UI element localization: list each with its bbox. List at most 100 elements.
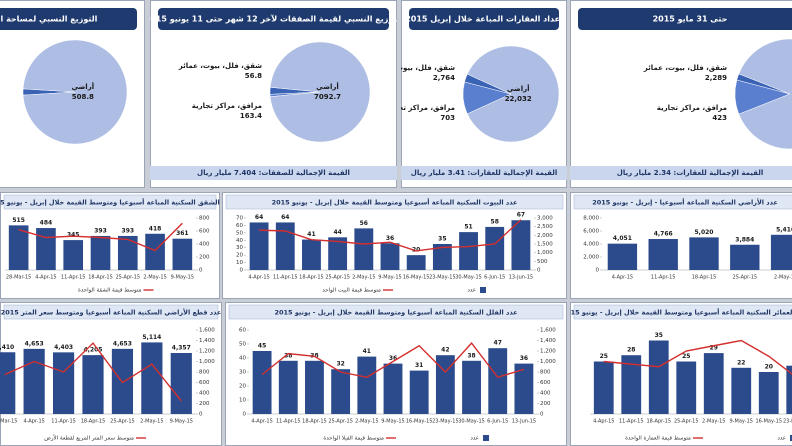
y-tick-label: 50: [239, 342, 246, 348]
y-tick-label: 60: [236, 223, 243, 229]
chart-title: عدد الفلل السكنية المباعة أسبوعيا ومتوسط…: [274, 308, 517, 317]
y-tick-label: 4,000: [583, 242, 599, 248]
x-tick-label: 18-Apr-15: [302, 419, 327, 425]
bar-label: 45: [258, 343, 266, 350]
bar: [82, 355, 104, 414]
bar: [23, 348, 45, 414]
y-tick-label: 50: [236, 230, 243, 236]
bar-label: 4,766: [654, 231, 673, 238]
y2-tick-label: 400: [199, 242, 210, 248]
bar-label: 41: [363, 348, 371, 355]
line: [261, 342, 525, 379]
legend-label: متوسط قيمة الفيلا الواحدة: [323, 436, 384, 442]
bar: [249, 222, 269, 270]
line: [603, 339, 792, 375]
x-tick-label: 9-May-15: [730, 419, 753, 425]
bar: [354, 228, 374, 270]
x-tick-label: 2-May-15: [774, 275, 792, 281]
x-tick-label: 18-Apr-15: [81, 419, 106, 425]
bar: [485, 226, 505, 270]
slice-label: أراضي: [71, 82, 94, 91]
x-tick-label: 18-Apr-15: [646, 419, 671, 425]
bar: [278, 360, 298, 414]
title-box: [573, 194, 792, 210]
bar: [52, 352, 75, 414]
slice-label: شقق، فلل، بيوت، عمائر: [178, 62, 262, 70]
y2-tick-label: 400: [199, 391, 210, 397]
y2-tick-label: 0: [199, 412, 203, 418]
bar-label: 361: [176, 230, 189, 237]
bar-label: 31: [415, 362, 423, 369]
bar-label: 36: [389, 355, 397, 362]
y2-tick-label: 800: [199, 370, 210, 376]
bar: [275, 222, 295, 270]
bar-label: 4,653: [25, 340, 44, 347]
bar: [406, 255, 426, 270]
legend-label: متوسط قيمة البيت الواحد: [322, 288, 381, 294]
y2-tick-label: 600: [540, 380, 551, 386]
chart-footer: القيمة الإجمالية للصفقات: 7.404 مليار ري…: [197, 169, 350, 177]
x-tick-label: 2-May-15: [355, 419, 378, 425]
x-tick-label: 4-Apr-15: [35, 275, 56, 281]
panel: عدد قطع الأراضي السكنية المباعة أسبوعيا …: [0, 302, 222, 446]
bar-label: 4,653: [113, 340, 132, 347]
legend-label: عدد: [467, 288, 476, 294]
x-tick-label: 4-Apr-15: [612, 275, 633, 281]
y2-tick-label: 2,500: [537, 224, 553, 230]
panel: عدد الفلل السكنية المباعة أسبوعيا ومتوسط…: [225, 302, 567, 446]
y-tick-label: 6,000: [583, 229, 599, 235]
y-tick-label: 10: [239, 398, 246, 404]
title-box: [578, 8, 792, 30]
x-tick-label: 25-Apr-15: [325, 275, 350, 281]
bar: [689, 237, 719, 270]
bar-label: 25: [682, 353, 690, 360]
y2-tick-label: 200: [199, 255, 210, 261]
bar: [621, 355, 642, 414]
x-tick-label: 9-May-15: [171, 275, 194, 281]
bar-label: 35: [438, 236, 446, 243]
x-tick-label: 4-Apr-15: [23, 419, 44, 425]
chart-title: أعداد العقارات المباعة خلال إبريل 2015: [405, 14, 563, 24]
bar-label: 38: [467, 352, 475, 359]
y-tick-label: 30: [236, 245, 243, 251]
x-tick-label: 6-Jun-15: [487, 419, 508, 425]
bar-label: 64: [281, 214, 289, 221]
chart-footer: القيمة الإجمالية للعقارات: 3.41 مليار ري…: [411, 169, 557, 177]
legend-label: متوسط قيمة الشقة الواحدة: [78, 288, 142, 294]
bar: [380, 243, 400, 270]
bar: [145, 233, 165, 270]
bar-label: 64: [255, 214, 263, 221]
panel: عدد الأراضي السكنية المباعة أسبوعيا - إب…: [570, 192, 792, 299]
y2-tick-label: 600: [199, 380, 210, 386]
footer-strip: [570, 166, 792, 180]
bar: [648, 340, 669, 414]
x-tick-label: 25-Apr-15: [116, 275, 141, 281]
bar-label: 5,114: [142, 334, 161, 341]
bar: [730, 244, 760, 270]
bar-label: 5,416: [776, 226, 792, 233]
bar: [758, 372, 779, 414]
title-box: [3, 194, 217, 210]
y2-tick-label: 200: [540, 401, 551, 407]
slice-label: شقق، فلل، بيوت، عمائر: [643, 64, 727, 72]
y2-tick-label: 1,600: [199, 328, 215, 334]
bar: [0, 352, 16, 414]
y-tick-label: 0: [243, 412, 247, 418]
bar: [331, 369, 351, 414]
x-tick-label: 11-Apr-15: [276, 419, 301, 425]
title-box: [409, 8, 559, 30]
y-tick-label: 8,000: [583, 216, 599, 222]
y2-tick-label: 0: [199, 268, 203, 274]
bar-label: 32: [336, 361, 344, 368]
panel: التوزيع النسبي لقيمة الصفقات لآخر 12 شهر…: [150, 0, 397, 188]
panel: أعداد العقارات المباعة خلال إبريل 2015 أر…: [401, 0, 567, 188]
bar-label: 418: [149, 225, 162, 232]
bar-label: 20: [412, 247, 420, 254]
bar-label: 67: [517, 212, 525, 219]
bar: [703, 353, 724, 414]
y2-tick-label: 200: [199, 401, 210, 407]
y2-tick-label: 1,400: [199, 338, 215, 344]
bar-label: 4,051: [613, 235, 632, 242]
pie-slice: [738, 38, 792, 150]
bar-label: 44: [333, 229, 341, 236]
